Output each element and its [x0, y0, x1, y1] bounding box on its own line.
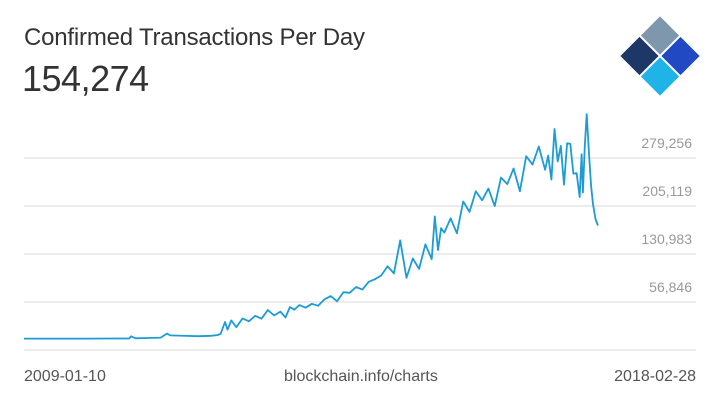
- current-value: 154,274: [22, 58, 149, 99]
- y-tick-label-1: 130,983: [641, 231, 692, 247]
- grid-lines: [24, 157, 696, 303]
- series-line-transactions: [24, 113, 599, 340]
- source-link[interactable]: blockchain.info/charts: [284, 368, 438, 385]
- y-tick-label-0: 56,846: [649, 279, 692, 295]
- y-axis-ticks: 56,846 130,983 205,119 279,256: [641, 135, 692, 295]
- y-tick-label-3: 279,256: [641, 135, 692, 151]
- blockchain-logo-icon[interactable]: [620, 16, 700, 96]
- x-axis-start-label: 2009-01-10: [24, 368, 106, 385]
- y-tick-label-2: 205,119: [642, 183, 692, 199]
- x-axis-end-label: 2018-02-28: [614, 368, 696, 385]
- chart-title: Confirmed Transactions Per Day: [24, 24, 365, 51]
